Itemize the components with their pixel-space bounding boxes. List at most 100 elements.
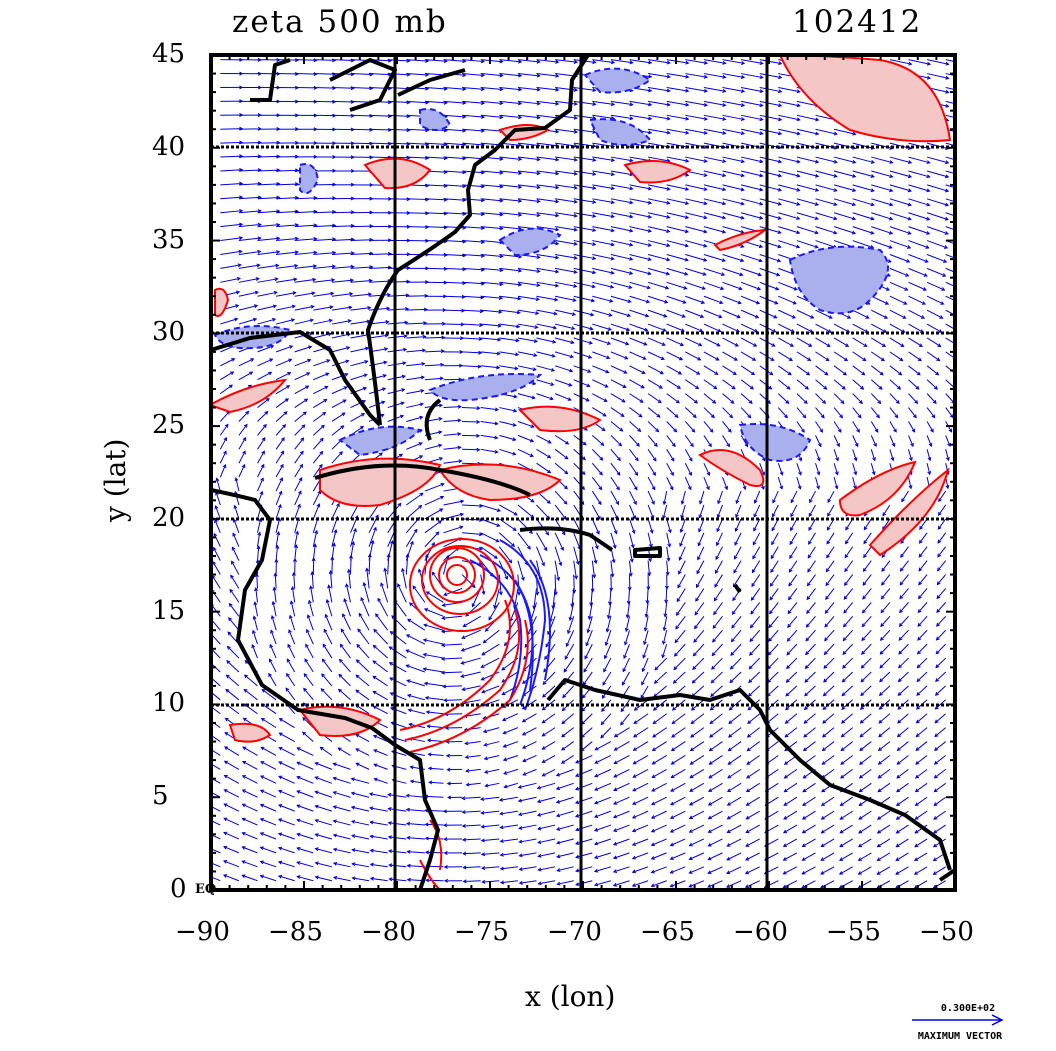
- wind-vector: [312, 503, 320, 520]
- wind-vector-head: [518, 59, 523, 64]
- wind-vector: [933, 866, 946, 875]
- wind-vector-head: [290, 585, 295, 591]
- wind-vector: [407, 618, 426, 631]
- wind-vector: [498, 546, 512, 563]
- wind-vector: [315, 791, 333, 798]
- wind-vector: [689, 838, 705, 847]
- wind-vector: [555, 226, 577, 231]
- wind-vector-head: [964, 147, 967, 150]
- wind-vector-head: [282, 424, 287, 429]
- wind-vector-head: [771, 527, 776, 532]
- wind-vector-head: [655, 428, 660, 433]
- wind-vector: [876, 880, 891, 889]
- wind-vector: [554, 504, 567, 520]
- wind-vector-head: [460, 660, 465, 665]
- wind-vector-head: [745, 815, 750, 820]
- wind-vector-head: [325, 598, 330, 604]
- wind-vector-head: [963, 246, 966, 249]
- wind-vector: [406, 634, 426, 645]
- wind-vector-head: [562, 694, 567, 699]
- wind-vector: [443, 114, 466, 118]
- wind-vector: [443, 685, 463, 688]
- wind-vector-head: [488, 616, 493, 621]
- wind-vector: [629, 435, 640, 447]
- wind-vector-head: [521, 731, 527, 736]
- wind-vector: [363, 582, 370, 603]
- wind-vector: [722, 114, 745, 121]
- wind-vector-head: [228, 617, 232, 622]
- wind-vector-head: [349, 278, 355, 283]
- wind-vector-head: [857, 843, 863, 848]
- wind-vector: [573, 448, 586, 460]
- wind-vector: [278, 847, 295, 854]
- wind-vector-head: [678, 356, 684, 361]
- wind-vector-head: [605, 628, 610, 633]
- wind-vector: [926, 449, 931, 461]
- wind-vector: [807, 560, 816, 573]
- wind-vector-head: [820, 829, 825, 834]
- wind-vector: [740, 365, 755, 375]
- wind-vector: [726, 866, 742, 874]
- wind-vector: [629, 226, 652, 232]
- wind-vector-head: [787, 623, 792, 628]
- wind-vector-head: [323, 399, 328, 403]
- wind-vector-head: [535, 311, 540, 315]
- wind-vector: [339, 659, 351, 673]
- wind-vector: [575, 810, 593, 818]
- wind-vector-head: [650, 869, 655, 874]
- wind-vector: [462, 128, 485, 132]
- wind-vector: [728, 741, 742, 752]
- wind-vector: [740, 142, 763, 149]
- wind-vector-head: [783, 761, 789, 765]
- wind-vector-head: [438, 457, 444, 461]
- wind-vector: [406, 198, 429, 201]
- wind-vector-head: [605, 369, 610, 374]
- wind-vector-head: [372, 675, 377, 680]
- wind-vector: [783, 838, 798, 847]
- wind-vector: [722, 86, 745, 92]
- wind-vector: [689, 810, 705, 819]
- wind-vector: [312, 451, 323, 464]
- wind-vector-head: [314, 847, 319, 852]
- wind-vector-head: [338, 673, 343, 678]
- wind-vector-head: [321, 658, 326, 663]
- wind-vector: [745, 852, 760, 861]
- wind-vector: [238, 278, 259, 283]
- wind-vector-head: [593, 827, 599, 832]
- wind-vector: [499, 309, 520, 314]
- wind-vector: [741, 114, 763, 121]
- wind-vector-head: [355, 762, 360, 767]
- wind-vector-head: [931, 414, 936, 419]
- wind-vector: [556, 838, 574, 844]
- wind-vector: [443, 212, 466, 215]
- wind-vector: [370, 863, 388, 868]
- wind-vector: [556, 810, 574, 817]
- wind-vector: [666, 226, 689, 233]
- wind-vector-head: [807, 357, 812, 362]
- wind-vector-head: [909, 457, 913, 462]
- wind-vector: [276, 183, 299, 186]
- wind-vector-head: [752, 541, 757, 546]
- wind-vector-head: [826, 343, 831, 347]
- wind-vector: [268, 673, 277, 687]
- wind-vector: [260, 789, 277, 798]
- wind-vector-head: [964, 161, 967, 164]
- wind-vector-head: [461, 635, 466, 639]
- wind-vector: [861, 615, 872, 627]
- wind-vector: [313, 412, 326, 422]
- wind-vector-head: [777, 159, 783, 164]
- wind-vector: [918, 574, 928, 585]
- wind-vector: [518, 810, 537, 816]
- wind-vector-head: [573, 60, 578, 64]
- wind-vector: [588, 602, 593, 620]
- wind-vector: [833, 323, 850, 333]
- wind-vector-head: [346, 568, 351, 573]
- wind-vector: [648, 128, 670, 134]
- wind-vector: [278, 875, 295, 882]
- wind-vector: [646, 588, 649, 604]
- wind-vector-head: [916, 371, 921, 376]
- wind-vector: [443, 460, 462, 464]
- wind-vector-head: [600, 442, 605, 446]
- wind-vector: [629, 212, 652, 218]
- wind-vector-head: [235, 290, 241, 295]
